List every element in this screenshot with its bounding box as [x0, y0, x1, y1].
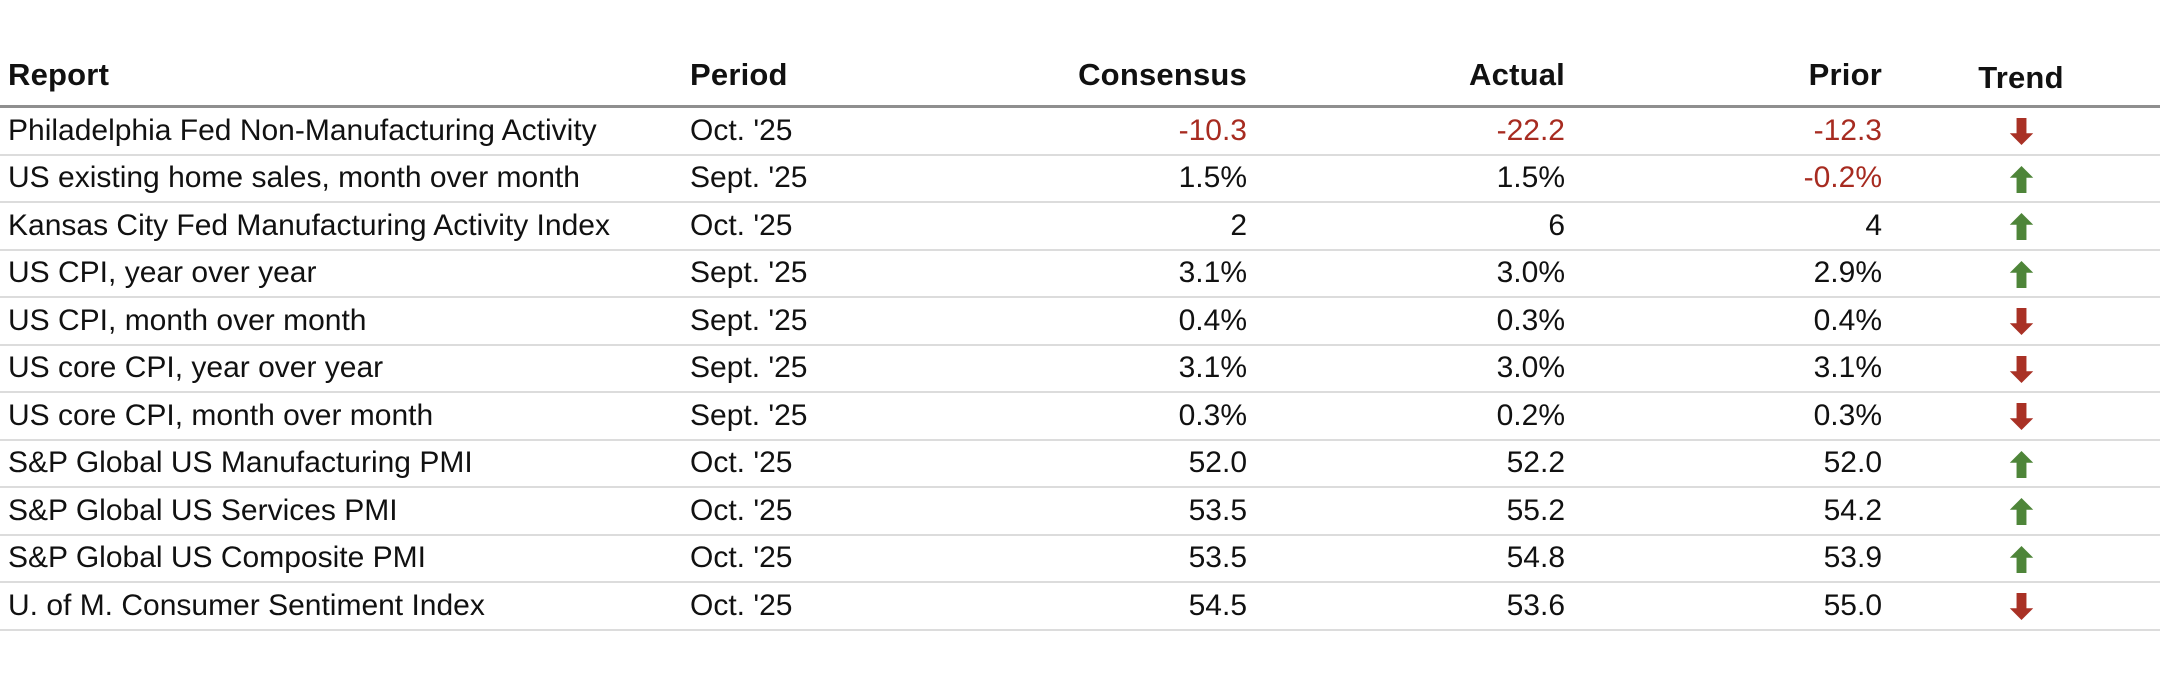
- prior-cell: 0.4%: [1813, 303, 1882, 337]
- trend-down-arrow-icon: [2009, 403, 2033, 431]
- period-cell: Oct. '25: [690, 493, 793, 527]
- consensus-cell: 0.4%: [1178, 303, 1247, 337]
- actual-cell: 53.6: [1506, 588, 1565, 622]
- table-row: S&P Global US Composite PMI Oct. '25 53.…: [0, 536, 2160, 583]
- actual-cell: 0.2%: [1496, 398, 1565, 432]
- trend-up-arrow-icon: [2009, 260, 2033, 288]
- economic-reports-table: Report Period Consensus Actual Prior Tre…: [0, 0, 2160, 631]
- prior-cell: 2.9%: [1813, 256, 1882, 290]
- report-cell: Kansas City Fed Manufacturing Activity I…: [8, 208, 610, 242]
- consensus-cell: 54.5: [1188, 588, 1247, 622]
- actual-cell: 1.5%: [1496, 161, 1565, 195]
- trend-cell: [1882, 400, 2160, 431]
- consensus-cell: 0.3%: [1178, 398, 1247, 432]
- consensus-cell: 1.5%: [1178, 161, 1247, 195]
- trend-cell: [1882, 115, 2160, 146]
- consensus-cell: -10.3: [1178, 113, 1247, 147]
- trend-up-arrow-icon: [2009, 165, 2033, 193]
- trend-cell: [1882, 495, 2160, 526]
- column-header-prior: Prior: [1808, 57, 1882, 92]
- trend-down-arrow-icon: [2009, 355, 2033, 383]
- actual-cell: 55.2: [1506, 493, 1565, 527]
- table-row: U. of M. Consumer Sentiment Index Oct. '…: [0, 583, 2160, 631]
- table-row: S&P Global US Services PMI Oct. '25 53.5…: [0, 488, 2160, 536]
- column-header-report: Report: [8, 57, 110, 92]
- report-cell: US CPI, year over year: [8, 256, 317, 290]
- report-cell: US core CPI, month over month: [8, 398, 434, 432]
- table-header-row: Report Period Consensus Actual Prior Tre…: [0, 0, 2160, 108]
- consensus-cell: 3.1%: [1178, 256, 1247, 290]
- period-cell: Oct. '25: [690, 588, 793, 622]
- trend-cell: [1882, 448, 2160, 479]
- trend-down-arrow-icon: [2009, 118, 2033, 146]
- column-header-consensus: Consensus: [1078, 57, 1247, 92]
- period-cell: Sept. '25: [690, 398, 808, 432]
- report-cell: US CPI, month over month: [8, 303, 367, 337]
- prior-cell: -0.2%: [1803, 161, 1882, 195]
- trend-up-arrow-icon: [2009, 450, 2033, 478]
- prior-cell: -12.3: [1813, 113, 1882, 147]
- trend-cell: [1882, 353, 2160, 384]
- table-row: Philadelphia Fed Non-Manufacturing Activ…: [0, 108, 2160, 156]
- period-cell: Sept. '25: [690, 303, 808, 337]
- report-cell: U. of M. Consumer Sentiment Index: [8, 588, 485, 622]
- table-row: US core CPI, month over month Sept. '25 …: [0, 393, 2160, 441]
- prior-cell: 52.0: [1823, 446, 1882, 480]
- table-row: Kansas City Fed Manufacturing Activity I…: [0, 203, 2160, 251]
- column-header-period: Period: [690, 57, 788, 92]
- prior-cell: 54.2: [1823, 493, 1882, 527]
- table-row: US CPI, month over month Sept. '25 0.4% …: [0, 298, 2160, 346]
- trend-up-arrow-icon: [2009, 213, 2033, 241]
- report-cell: US core CPI, year over year: [8, 351, 384, 385]
- prior-cell: 4: [1865, 208, 1882, 242]
- period-cell: Sept. '25: [690, 161, 808, 195]
- period-cell: Oct. '25: [690, 541, 793, 575]
- actual-cell: 6: [1548, 208, 1565, 242]
- consensus-cell: 2: [1230, 208, 1247, 242]
- consensus-cell: 53.5: [1188, 541, 1247, 575]
- prior-cell: 3.1%: [1813, 351, 1882, 385]
- table-row: S&P Global US Manufacturing PMI Oct. '25…: [0, 441, 2160, 488]
- period-cell: Sept. '25: [690, 351, 808, 385]
- period-cell: Sept. '25: [690, 256, 808, 290]
- table-row: US existing home sales, month over month…: [0, 156, 2160, 203]
- table-row: US CPI, year over year Sept. '25 3.1% 3.…: [0, 251, 2160, 298]
- column-header-trend: Trend: [1978, 62, 2064, 93]
- trend-up-arrow-icon: [2009, 498, 2033, 526]
- prior-cell: 0.3%: [1813, 398, 1882, 432]
- trend-cell: [1882, 543, 2160, 574]
- trend-cell: [1882, 210, 2160, 241]
- actual-cell: 54.8: [1506, 541, 1565, 575]
- report-cell: US existing home sales, month over month: [8, 161, 580, 195]
- period-cell: Oct. '25: [690, 113, 793, 147]
- report-cell: S&P Global US Composite PMI: [8, 541, 426, 575]
- trend-cell: [1882, 590, 2160, 621]
- trend-down-arrow-icon: [2009, 308, 2033, 336]
- table-body: Philadelphia Fed Non-Manufacturing Activ…: [0, 108, 2160, 631]
- prior-cell: 53.9: [1823, 541, 1882, 575]
- period-cell: Oct. '25: [690, 208, 793, 242]
- consensus-cell: 3.1%: [1178, 351, 1247, 385]
- actual-cell: 52.2: [1506, 446, 1565, 480]
- report-cell: S&P Global US Manufacturing PMI: [8, 446, 473, 480]
- actual-cell: 0.3%: [1496, 303, 1565, 337]
- trend-down-arrow-icon: [2009, 593, 2033, 621]
- table-row: US core CPI, year over year Sept. '25 3.…: [0, 346, 2160, 393]
- report-cell: S&P Global US Services PMI: [8, 493, 398, 527]
- trend-cell: [1882, 258, 2160, 289]
- actual-cell: -22.2: [1496, 113, 1565, 147]
- trend-cell: [1882, 305, 2160, 336]
- column-header-actual: Actual: [1469, 57, 1565, 92]
- report-cell: Philadelphia Fed Non-Manufacturing Activ…: [8, 113, 597, 147]
- actual-cell: 3.0%: [1496, 256, 1565, 290]
- actual-cell: 3.0%: [1496, 351, 1565, 385]
- trend-up-arrow-icon: [2009, 545, 2033, 573]
- consensus-cell: 53.5: [1188, 493, 1247, 527]
- prior-cell: 55.0: [1823, 588, 1882, 622]
- consensus-cell: 52.0: [1188, 446, 1247, 480]
- period-cell: Oct. '25: [690, 446, 793, 480]
- trend-cell: [1882, 163, 2160, 194]
